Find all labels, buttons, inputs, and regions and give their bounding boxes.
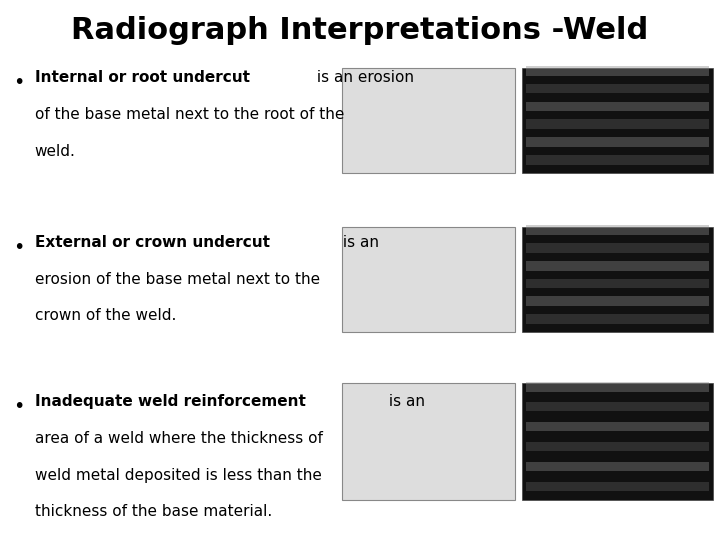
Text: •: • <box>13 397 24 416</box>
FancyBboxPatch shape <box>526 296 709 306</box>
Text: is an: is an <box>338 235 379 250</box>
Text: thickness of the base material.: thickness of the base material. <box>35 504 272 519</box>
FancyBboxPatch shape <box>526 314 709 324</box>
FancyBboxPatch shape <box>342 383 515 500</box>
FancyBboxPatch shape <box>526 102 709 111</box>
FancyBboxPatch shape <box>522 227 713 332</box>
Text: Internal or root undercut: Internal or root undercut <box>35 70 250 85</box>
Text: •: • <box>13 73 24 92</box>
FancyBboxPatch shape <box>526 243 709 253</box>
Text: is an: is an <box>384 394 425 409</box>
FancyBboxPatch shape <box>526 84 709 93</box>
Text: of the base metal next to the root of the: of the base metal next to the root of th… <box>35 107 344 122</box>
FancyBboxPatch shape <box>526 482 709 491</box>
Text: crown of the weld.: crown of the weld. <box>35 308 176 323</box>
FancyBboxPatch shape <box>526 225 709 235</box>
FancyBboxPatch shape <box>526 382 709 392</box>
FancyBboxPatch shape <box>526 261 709 271</box>
FancyBboxPatch shape <box>526 442 709 451</box>
FancyBboxPatch shape <box>526 137 709 147</box>
Text: External or crown undercut: External or crown undercut <box>35 235 269 250</box>
Text: Inadequate weld reinforcement: Inadequate weld reinforcement <box>35 394 305 409</box>
Text: weld metal deposited is less than the: weld metal deposited is less than the <box>35 468 321 483</box>
Text: •: • <box>13 238 24 256</box>
FancyBboxPatch shape <box>342 227 515 332</box>
Text: is an erosion: is an erosion <box>312 70 414 85</box>
FancyBboxPatch shape <box>342 68 515 173</box>
Text: Radiograph Interpretations -Weld: Radiograph Interpretations -Weld <box>71 16 649 45</box>
FancyBboxPatch shape <box>526 279 709 288</box>
FancyBboxPatch shape <box>526 462 709 471</box>
FancyBboxPatch shape <box>526 402 709 411</box>
Text: area of a weld where the thickness of: area of a weld where the thickness of <box>35 431 323 446</box>
FancyBboxPatch shape <box>526 119 709 129</box>
FancyBboxPatch shape <box>522 383 713 500</box>
FancyBboxPatch shape <box>526 155 709 165</box>
FancyBboxPatch shape <box>526 66 709 76</box>
Text: weld.: weld. <box>35 144 76 159</box>
Text: erosion of the base metal next to the: erosion of the base metal next to the <box>35 272 320 287</box>
FancyBboxPatch shape <box>526 422 709 431</box>
FancyBboxPatch shape <box>522 68 713 173</box>
